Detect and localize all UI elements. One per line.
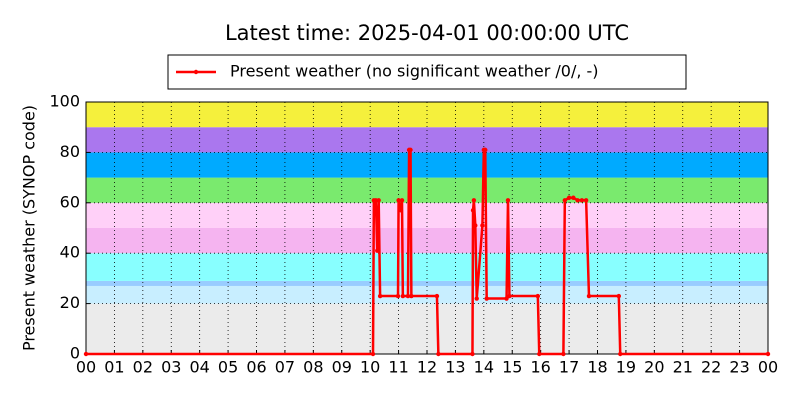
data-point — [470, 208, 476, 213]
data-point — [566, 195, 572, 200]
data-point — [562, 198, 568, 203]
x-tick-label: 01 — [104, 358, 124, 377]
data-point — [370, 351, 376, 357]
x-tick-label: 16 — [530, 358, 550, 377]
data-point — [395, 293, 401, 299]
data-point — [375, 248, 380, 253]
background-band — [86, 280, 768, 286]
data-point — [470, 351, 475, 357]
data-point — [471, 198, 477, 203]
data-point — [480, 223, 485, 228]
data-point — [376, 198, 381, 203]
x-tick-label: 14 — [474, 358, 494, 377]
data-point — [409, 293, 414, 299]
data-point — [537, 351, 542, 357]
x-tick-label: 04 — [189, 358, 209, 377]
y-tick-label: 60 — [60, 192, 80, 211]
data-point — [575, 198, 580, 203]
x-tick-label: 22 — [701, 358, 721, 377]
data-point — [504, 296, 509, 301]
y-tick-label: 40 — [60, 243, 80, 262]
background-band — [86, 127, 768, 153]
data-point — [579, 198, 585, 203]
data-point — [83, 351, 89, 357]
x-tick-label: 07 — [275, 358, 295, 377]
x-tick-label: 21 — [673, 358, 693, 377]
data-point — [616, 293, 622, 299]
data-point — [765, 351, 771, 357]
data-point — [400, 293, 406, 299]
data-point — [398, 208, 404, 213]
x-tick-label: 03 — [161, 358, 181, 377]
data-point — [535, 293, 541, 299]
x-tick-label: 10 — [360, 358, 380, 377]
data-point — [618, 351, 623, 357]
data-point — [436, 351, 441, 357]
y-tick-label: 0 — [70, 344, 80, 363]
x-tick-label: 02 — [133, 358, 153, 377]
legend: Present weather (no significant weather … — [167, 54, 687, 90]
data-point — [377, 293, 383, 299]
data-point — [571, 195, 576, 200]
y-tick-label: 100 — [49, 92, 80, 111]
data-point — [484, 296, 489, 301]
y-tick-label: 80 — [60, 142, 80, 161]
x-tick-label: 11 — [388, 358, 408, 377]
data-point — [507, 293, 512, 299]
x-tick-label: 09 — [332, 358, 352, 377]
x-tick-label: 23 — [729, 358, 749, 377]
data-point — [434, 293, 440, 299]
x-tick-label: 19 — [616, 358, 636, 377]
data-point — [396, 198, 401, 203]
x-tick-label: 08 — [303, 358, 323, 377]
data-point — [474, 296, 479, 301]
data-point — [399, 198, 405, 203]
background-band — [86, 152, 768, 178]
data-point — [473, 223, 478, 228]
data-point — [583, 198, 589, 203]
background-band — [86, 228, 768, 254]
background-band — [86, 253, 768, 281]
x-tick-label: 18 — [587, 358, 607, 377]
data-point — [561, 351, 566, 357]
x-tick-label: 05 — [218, 358, 238, 377]
legend-box — [167, 54, 687, 90]
x-tick-label: 06 — [246, 358, 266, 377]
chart-title: Latest time: 2025-04-01 00:00:00 UTC — [225, 21, 629, 45]
y-tick-label: 20 — [60, 293, 80, 312]
legend-label: Present weather (no significant weather … — [230, 62, 599, 81]
x-tick-label: 13 — [445, 358, 465, 377]
legend-marker — [193, 69, 199, 75]
x-tick-label: 00 — [76, 358, 96, 377]
data-point — [405, 293, 411, 299]
x-tick-label: 12 — [417, 358, 437, 377]
data-point — [505, 198, 511, 203]
x-tick-label: 20 — [644, 358, 664, 377]
background-band — [86, 303, 768, 354]
data-point — [408, 147, 413, 153]
x-tick-label: 15 — [502, 358, 522, 377]
y-axis-label: Present weather (SYNOP code) — [20, 105, 39, 351]
x-tick-label: 00 — [758, 358, 778, 377]
data-point — [586, 293, 592, 299]
data-point — [483, 147, 488, 153]
plot-frame — [85, 101, 769, 355]
x-tick-label: 17 — [559, 358, 579, 377]
